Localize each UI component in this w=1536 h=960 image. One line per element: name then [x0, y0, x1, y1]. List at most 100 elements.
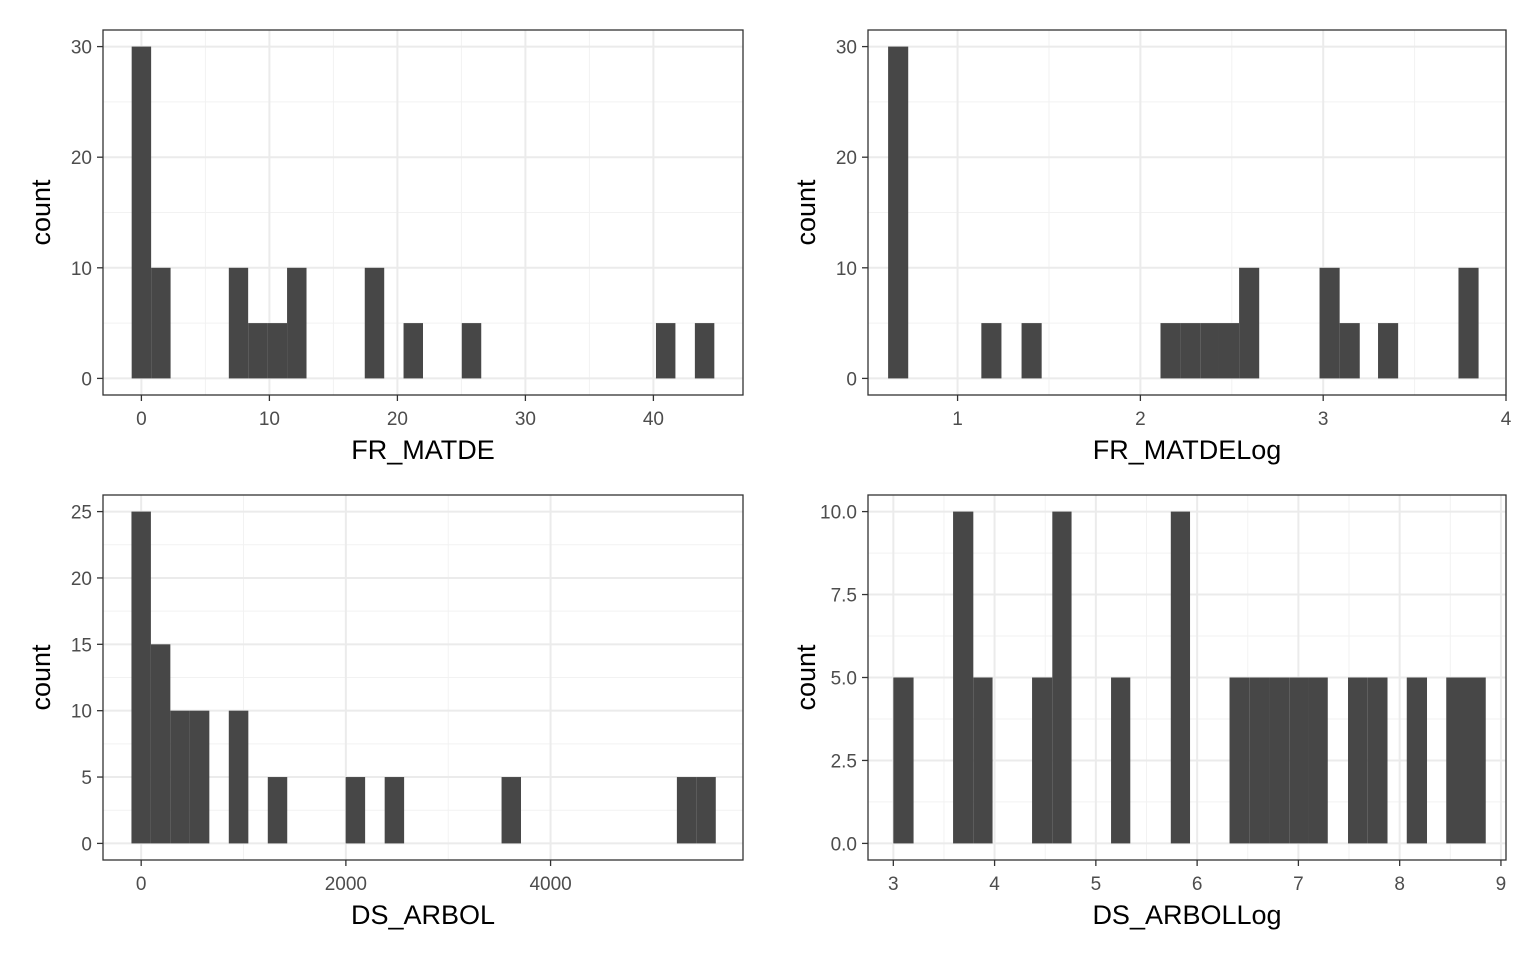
histogram-bar — [228, 710, 249, 844]
histogram-bar — [384, 777, 405, 844]
y-tick-label: 10 — [71, 259, 92, 280]
histogram-bar — [888, 46, 909, 379]
histogram-bar — [676, 777, 697, 844]
histogram-bar — [1269, 677, 1290, 844]
y-tick-label: 2.5 — [831, 751, 857, 772]
histogram-bar — [1339, 323, 1360, 379]
histogram-bar — [1239, 267, 1260, 379]
histogram-bar — [1348, 677, 1368, 844]
histogram-bar — [287, 267, 307, 379]
histogram-bar — [973, 677, 993, 844]
histogram-bar — [1032, 677, 1053, 844]
y-tick-label: 10 — [71, 702, 92, 723]
histogram-ds-arbollog: 3 4 5 6 7 8 9 0.0 2.5 5.0 7.5 10.0 DS_ARBOLLog count — [791, 494, 1507, 930]
y-tick-label: 20 — [71, 148, 92, 169]
x-tick-label: 40 — [643, 409, 664, 430]
y-tick-label: 30 — [836, 38, 857, 59]
histogram-bar — [1446, 677, 1467, 844]
y-tick-label: 30 — [71, 38, 92, 59]
histogram-bar — [345, 777, 366, 844]
histogram-bar — [1111, 677, 1131, 844]
x-tick-label: 10 — [259, 409, 280, 430]
y-tick-label: 7.5 — [831, 586, 857, 607]
y-tick-label: 0 — [81, 369, 92, 390]
histogram-bar — [131, 46, 152, 379]
y-axis-title: count — [26, 644, 56, 711]
y-tick-label: 20 — [836, 148, 857, 169]
histogram-bar — [696, 777, 716, 844]
x-tick-label: 3 — [888, 874, 899, 895]
y-axis-title: count — [791, 179, 821, 246]
x-tick-label: 0 — [136, 874, 147, 895]
x-tick-label: 9 — [1496, 874, 1507, 895]
y-axis-title: count — [791, 644, 821, 711]
histogram-bar — [1021, 323, 1042, 379]
histogram-bar — [1249, 677, 1270, 844]
histogram-bar — [151, 267, 171, 379]
histogram-bar — [1319, 267, 1340, 379]
y-axis-title: count — [26, 179, 56, 246]
histogram-fr-matdelog: 1 2 3 4 0 10 20 30 FR_MATDELog count — [791, 29, 1512, 465]
histogram-bar — [1289, 677, 1309, 844]
y-tick-label: 0 — [846, 369, 857, 390]
histogram-bar — [248, 323, 268, 379]
y-tick-label: 5.0 — [831, 669, 857, 690]
histogram-bar — [403, 323, 423, 379]
histogram-bar — [655, 323, 676, 379]
x-tick-label: 3 — [1318, 409, 1329, 430]
x-tick-label: 20 — [387, 409, 408, 430]
histogram-bar — [1466, 677, 1486, 844]
x-tick-label: 4000 — [529, 874, 571, 895]
y-tick-label: 25 — [71, 503, 92, 524]
histogram-bar — [170, 710, 190, 844]
histogram-bar — [694, 323, 715, 379]
y-tick-label: 5 — [81, 768, 92, 789]
histogram-bar — [1170, 511, 1191, 844]
histogram-bar — [131, 511, 151, 844]
panel-border — [102, 29, 744, 396]
x-tick-label: 30 — [515, 409, 536, 430]
histogram-bar — [228, 267, 249, 379]
histogram-bar — [1378, 323, 1399, 379]
histogram-bar — [1308, 677, 1328, 844]
histogram-bar — [501, 777, 522, 844]
histogram-ds-arbol: 0 2000 4000 0 5 10 15 20 25 DS_ARBOL count — [26, 494, 744, 930]
histogram-bar — [1052, 511, 1072, 844]
x-tick-label: 6 — [1192, 874, 1203, 895]
histogram-bar — [1218, 323, 1240, 379]
panel-border — [102, 494, 744, 861]
x-tick-label: 1 — [952, 409, 963, 430]
y-tick-label: 20 — [71, 569, 92, 590]
x-axis-title: DS_ARBOL — [351, 900, 495, 930]
y-tick-label: 10.0 — [820, 503, 857, 524]
x-tick-label: 8 — [1394, 874, 1405, 895]
x-axis-title: FR_MATDELog — [1093, 435, 1282, 465]
x-tick-label: 2 — [1135, 409, 1146, 430]
x-tick-label: 4 — [1501, 409, 1512, 430]
histogram-bar — [1367, 677, 1388, 844]
histogram-bar — [893, 677, 914, 844]
x-tick-label: 5 — [1091, 874, 1102, 895]
histogram-bar — [267, 323, 288, 379]
y-tick-label: 15 — [71, 635, 92, 656]
x-tick-label: 2000 — [325, 874, 367, 895]
panel-border — [867, 29, 1507, 396]
x-axis-title: DS_ARBOLLog — [1092, 900, 1281, 930]
y-tick-label: 0.0 — [831, 834, 857, 855]
histogram-bar — [981, 323, 1002, 379]
y-tick-label: 10 — [836, 259, 857, 280]
histogram-bar — [364, 267, 385, 379]
x-tick-label: 0 — [136, 409, 147, 430]
histogram-bar — [461, 323, 482, 379]
x-tick-label: 7 — [1293, 874, 1304, 895]
histogram-bar — [1406, 677, 1428, 844]
histogram-bar — [1200, 323, 1219, 379]
x-tick-label: 4 — [989, 874, 1000, 895]
histogram-bar — [150, 644, 171, 844]
histogram-bar — [953, 511, 974, 844]
y-tick-label: 0 — [81, 834, 92, 855]
x-axis-title: FR_MATDE — [351, 435, 495, 465]
histogram-bar — [189, 710, 210, 844]
histogram-fr-matde: 0 10 20 30 40 0 10 20 30 FR_MATDE count — [26, 29, 744, 465]
